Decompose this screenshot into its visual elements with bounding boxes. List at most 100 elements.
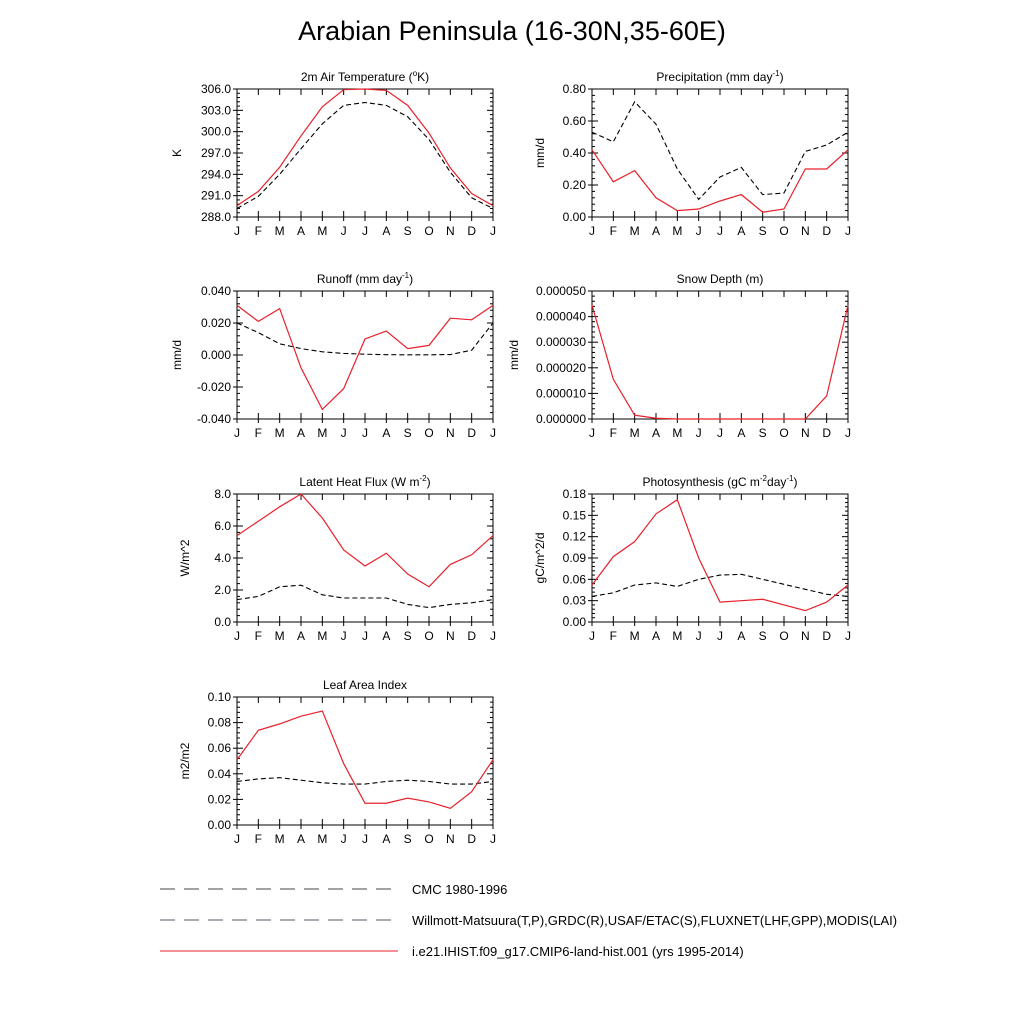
x-tick-label: J — [341, 426, 347, 440]
x-tick-label: J — [717, 224, 723, 238]
x-tick-label: S — [759, 224, 767, 238]
x-tick-label: J — [341, 224, 347, 238]
y-tick-label: 0.000030 — [536, 335, 586, 349]
y-tick-label: 0.06 — [563, 572, 587, 586]
y-tick-label: 0.18 — [563, 487, 587, 501]
plot-frame — [591, 493, 849, 623]
y-axis-label: W/m^2 — [178, 539, 192, 576]
x-tick-label: S — [759, 629, 767, 643]
page-title: Arabian Peninsula (16-30N,35-60E) — [298, 16, 726, 46]
y-tick-label: 0.02 — [208, 792, 232, 806]
series-line-model — [591, 149, 849, 213]
x-tick-label: F — [255, 426, 262, 440]
x-tick-label: N — [801, 629, 810, 643]
chart-panel-0: 2m Air Temperature (oK) K 288.0 291.0 294.0 2… — [170, 69, 496, 238]
series-line-model — [236, 493, 494, 588]
plot-frame — [236, 696, 494, 826]
y-tick-label: 0.80 — [563, 82, 587, 96]
x-tick-label: J — [490, 426, 496, 440]
x-tick-label: M — [672, 629, 682, 643]
x-tick-label: O — [779, 629, 788, 643]
y-axis-label: mm/d — [507, 340, 521, 370]
x-tick-label: N — [446, 224, 455, 238]
x-tick-label: A — [652, 224, 660, 238]
x-tick-label: J — [696, 224, 702, 238]
y-tick-label: 0.20 — [563, 178, 587, 192]
x-tick-label: M — [275, 224, 285, 238]
legend-label-0: CMC 1980-1996 — [412, 882, 507, 897]
x-tick-label: N — [801, 224, 810, 238]
x-tick-label: F — [610, 629, 617, 643]
x-tick-label: O — [424, 832, 433, 846]
x-tick-label: J — [341, 629, 347, 643]
y-tick-label: 6.0 — [214, 519, 231, 533]
y-tick-label: 0.000050 — [536, 284, 586, 298]
chart-title: Latent Heat Flux (W m-2) — [299, 474, 430, 489]
y-tick-label: 0.000000 — [536, 412, 586, 426]
x-tick-label: J — [234, 426, 240, 440]
y-tick-label: 0.000 — [201, 348, 231, 362]
x-tick-label: A — [297, 224, 305, 238]
x-tick-label: A — [382, 224, 390, 238]
chart-panel-5: Photosynthesis (gC m-2day-1) gC/m^2/d 0.00… — [533, 474, 851, 643]
chart-title: Runoff (mm day-1) — [317, 271, 413, 286]
x-tick-label: O — [779, 224, 788, 238]
x-tick-label: N — [801, 426, 810, 440]
x-tick-label: A — [382, 426, 390, 440]
x-tick-label: F — [255, 224, 262, 238]
chart-panel-3: Snow Depth (m) mm/d 0.000000 0.000010 0.0000… — [507, 272, 851, 440]
plot-frame — [236, 88, 494, 218]
chart-title: Photosynthesis (gC m-2day-1) — [643, 474, 798, 489]
series-line-model — [236, 710, 494, 810]
y-tick-label: 0.06 — [208, 741, 232, 755]
y-tick-label: 0.15 — [563, 508, 587, 522]
x-tick-label: S — [404, 832, 412, 846]
x-tick-label: F — [610, 426, 617, 440]
x-tick-label: J — [490, 629, 496, 643]
x-tick-label: N — [446, 832, 455, 846]
x-tick-label: M — [672, 224, 682, 238]
series-line-obs — [236, 584, 494, 609]
y-tick-label: 0.10 — [208, 690, 232, 704]
x-tick-label: J — [845, 629, 851, 643]
y-tick-label: 0.08 — [208, 716, 232, 730]
x-tick-label: J — [589, 426, 595, 440]
x-tick-label: M — [317, 629, 327, 643]
y-tick-label: 0.040 — [201, 284, 231, 298]
y-tick-label: 0.000010 — [536, 386, 586, 400]
y-axis-label: m2/m2 — [178, 742, 192, 779]
y-axis-label: mm/d — [170, 340, 184, 370]
x-tick-label: J — [589, 224, 595, 238]
x-tick-label: S — [404, 629, 412, 643]
y-tick-label: 0.03 — [563, 594, 587, 608]
y-tick-label: 0.020 — [201, 316, 231, 330]
legend-label-1: Willmott-Matsuura(T,P),GRDC(R),USAF/ETAC… — [412, 913, 897, 928]
series-line-obs — [236, 322, 494, 356]
x-tick-label: O — [779, 426, 788, 440]
x-tick-label: D — [822, 224, 831, 238]
x-tick-label: D — [467, 426, 476, 440]
chart-panel-1: Precipitation (mm day-1) mm/d 0.00 0.20 0.40… — [533, 69, 851, 238]
x-tick-label: M — [630, 426, 640, 440]
x-tick-label: M — [630, 224, 640, 238]
x-tick-label: O — [424, 629, 433, 643]
x-tick-label: J — [696, 629, 702, 643]
x-tick-label: O — [424, 426, 433, 440]
y-tick-label: 4.0 — [214, 551, 231, 565]
chart-panel-2: Runoff (mm day-1) mm/d -0.040 -0.020 0.000 0.… — [170, 271, 496, 440]
y-axis-label: gC/m^2/d — [533, 533, 547, 584]
x-tick-label: A — [737, 426, 745, 440]
y-tick-label: -0.040 — [197, 412, 231, 426]
x-tick-label: J — [234, 629, 240, 643]
plot-frame — [591, 88, 849, 218]
x-tick-label: J — [845, 426, 851, 440]
x-tick-label: A — [382, 629, 390, 643]
x-tick-label: M — [317, 426, 327, 440]
x-tick-label: O — [424, 224, 433, 238]
plot-frame — [236, 290, 494, 420]
y-tick-label: 0.12 — [563, 530, 587, 544]
chart-title: Snow Depth (m) — [677, 272, 764, 286]
x-tick-label: A — [382, 832, 390, 846]
y-tick-label: 306.0 — [201, 82, 231, 96]
series-line-obs — [591, 100, 849, 201]
